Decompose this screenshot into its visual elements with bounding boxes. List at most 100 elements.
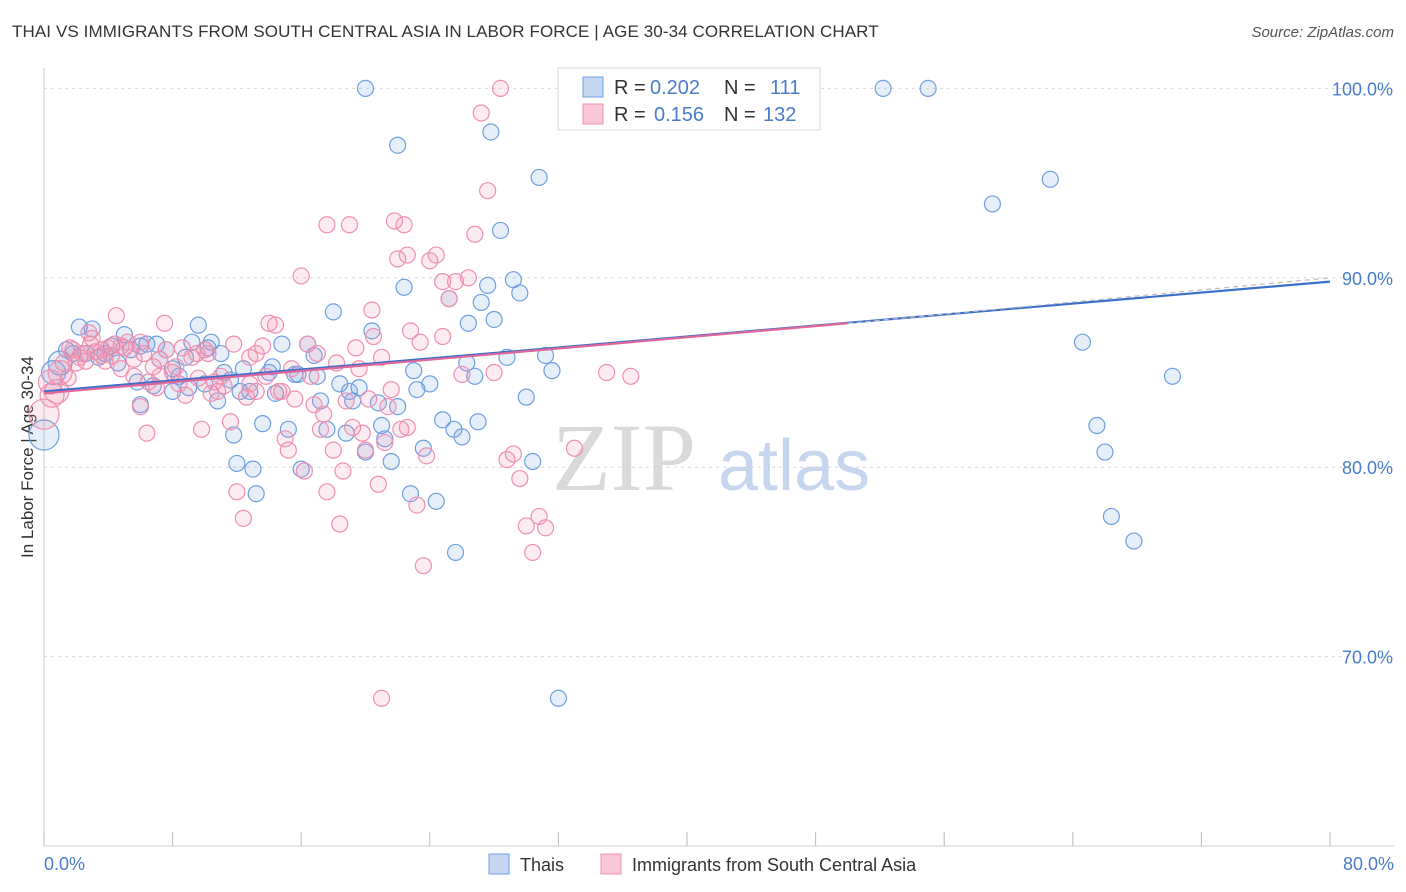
thais-point-63	[434, 411, 452, 429]
immigrants-point-73	[504, 445, 522, 463]
immigrants-point-67	[466, 225, 484, 243]
thais-point-84	[356, 79, 375, 98]
thais-point-104	[469, 413, 487, 431]
immigrants-point-51	[363, 301, 381, 319]
immigrants-point-96	[379, 397, 397, 416]
immigrants-point-125	[247, 344, 265, 363]
immigrants-point-31	[234, 509, 252, 527]
immigrants-point-94	[334, 462, 352, 480]
immigrants-point-95	[353, 424, 371, 442]
thais-point-71	[485, 310, 503, 329]
x-tick-label-min: 0.0%	[44, 854, 85, 874]
immigrants-point-107	[47, 359, 73, 386]
immigrants-point-126	[225, 335, 243, 353]
axes	[43, 68, 1394, 847]
thais-point-69	[472, 293, 490, 312]
thais-point-30	[225, 426, 243, 444]
immigrants-point-22	[176, 386, 195, 404]
immigrants-point-68	[472, 104, 490, 122]
watermark-zip: ZIP	[552, 404, 696, 511]
immigrants-point-15	[131, 397, 150, 416]
immigrants-point-29	[221, 413, 240, 431]
thais-point-70	[479, 276, 497, 294]
immigrants-point-83	[107, 307, 125, 325]
immigrants-point-69	[479, 182, 497, 200]
immigrants-point-86	[155, 314, 174, 332]
immigrants-point-61	[427, 246, 445, 264]
thais-point-39	[279, 420, 297, 438]
immigrants-point-97	[398, 418, 416, 437]
immigrants-point-81	[622, 367, 640, 385]
immigrants-point-57	[401, 322, 420, 340]
source-credit: Source: ZipAtlas.com	[1251, 24, 1394, 41]
immigrants-point-14	[125, 350, 143, 368]
immigrants-point-139	[434, 327, 452, 346]
immigrants-point-12	[112, 360, 130, 378]
thais-point-61	[421, 375, 439, 393]
immigrants-point-50	[356, 441, 375, 459]
watermark-atlas: atlas	[718, 426, 870, 506]
immigrants-point-45	[324, 441, 342, 459]
thais-point-89	[1041, 170, 1059, 188]
legend-r-label-immigrants: R =	[614, 104, 646, 126]
legend-n-value-immigrants: 132	[763, 104, 796, 126]
immigrants-point-128	[173, 339, 191, 357]
legend-r-value-thais: 0.202	[650, 77, 700, 99]
thais-point-53	[369, 394, 387, 412]
trend-lines	[43, 277, 1331, 395]
immigrants-point-91	[276, 430, 294, 448]
immigrants-point-135	[308, 344, 326, 363]
immigrants-point-99	[318, 216, 336, 234]
thais-point-92	[1088, 416, 1106, 435]
thais-point-55	[382, 452, 400, 471]
legend-r-label-thais: R =	[614, 77, 646, 99]
immigrants-point-63	[440, 290, 458, 308]
bottom-legend-label-immigrants: Immigrants from South Central Asia	[632, 855, 917, 875]
immigrants-point-65	[453, 365, 471, 383]
y-tick-label-90: 90.0%	[1342, 269, 1393, 289]
immigrants-point-30	[228, 483, 246, 501]
immigrants-point-138	[411, 333, 429, 351]
thais-point-79	[536, 346, 555, 365]
legend-swatch-thais	[582, 76, 604, 98]
bottom-legend-label-thais: Thais	[520, 855, 564, 875]
thais-point-87	[874, 79, 892, 98]
immigrants-point-36	[266, 316, 285, 334]
immigrants-point-100	[340, 216, 359, 234]
thais-point-72	[491, 221, 510, 240]
immigrants-point-75	[517, 517, 535, 535]
immigrants-point-82	[372, 689, 391, 707]
immigrants-point-56	[395, 216, 413, 234]
immigrants-point-43	[311, 420, 330, 438]
legend-box: R = 0.202 N = 111 R = 0.156 N = 132	[557, 67, 821, 131]
immigrants-point-76	[524, 543, 542, 562]
thais-point-75	[511, 284, 529, 302]
thais-point-83	[482, 123, 500, 141]
thais-point-78	[530, 168, 548, 187]
thais-point-80	[543, 362, 561, 380]
series-thais-points	[28, 79, 1182, 707]
x-tick-label-max: 80.0%	[1343, 854, 1394, 874]
legend-n-value-thais: 111	[770, 77, 800, 99]
thais-point-82	[389, 136, 407, 154]
thais-point-46	[324, 303, 342, 321]
thais-point-91	[1073, 333, 1092, 351]
immigrants-point-101	[385, 212, 404, 230]
y-tick-label-100: 100.0%	[1332, 79, 1393, 99]
immigrants-point-55	[389, 250, 407, 268]
bottom-legend-swatch-thais	[488, 853, 510, 875]
thais-point-96	[1163, 367, 1182, 385]
y-tick-label-70: 70.0%	[1342, 648, 1393, 668]
thais-point-77	[524, 452, 542, 471]
immigrants-point-71	[491, 79, 510, 98]
immigrants-point-52	[369, 475, 387, 493]
immigrants-point-130	[131, 333, 150, 351]
immigrants-point-62	[434, 272, 452, 291]
immigrants-point-54	[382, 380, 400, 399]
trend-line-immigrants	[43, 322, 848, 395]
thais-point-68	[466, 367, 484, 385]
immigrants-point-70	[485, 363, 503, 382]
thais-point-24	[189, 316, 207, 334]
immigrants-point-3	[54, 354, 72, 372]
immigrants-point-80	[598, 363, 616, 382]
